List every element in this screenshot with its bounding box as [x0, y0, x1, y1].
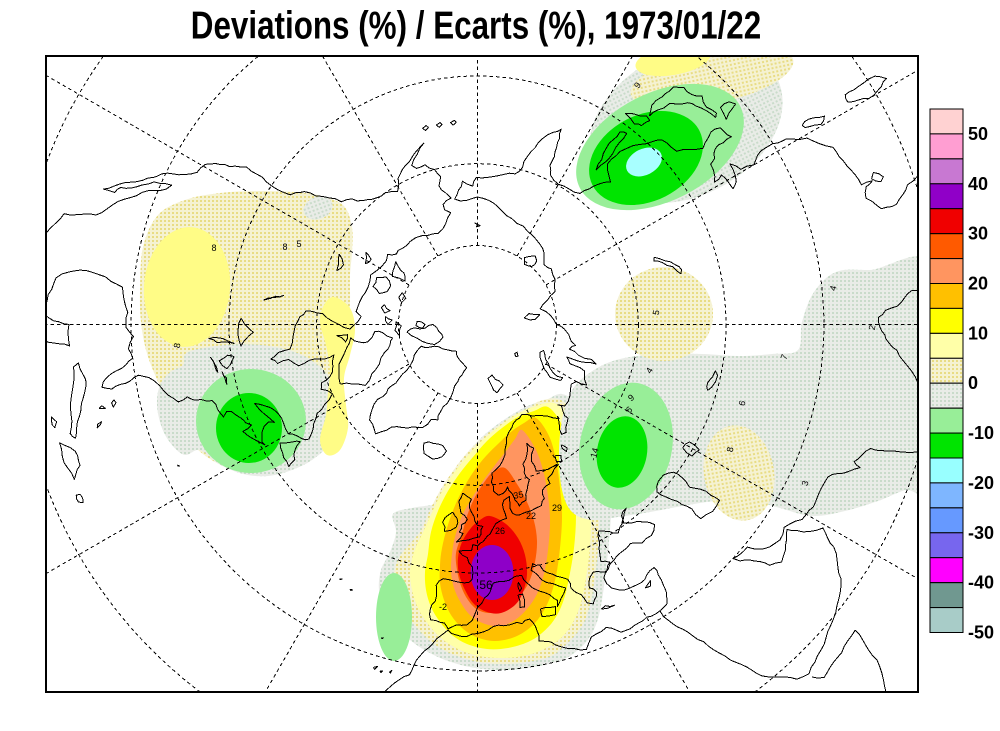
svg-text:-30: -30: [968, 523, 994, 543]
svg-text:56: 56: [479, 578, 493, 592]
svg-text:Deviations (%) / Ecarts (%), 1: Deviations (%) / Ecarts (%), 1973/01/22: [191, 3, 761, 47]
svg-text:40: 40: [968, 174, 988, 194]
svg-text:5: 5: [651, 309, 662, 316]
svg-text:-10: -10: [968, 423, 994, 443]
svg-text:2: 2: [867, 324, 878, 331]
svg-text:50: 50: [968, 124, 988, 144]
svg-text:9: 9: [632, 80, 643, 90]
svg-text:0: 0: [968, 373, 978, 393]
svg-text:20: 20: [968, 274, 988, 294]
svg-text:7: 7: [779, 353, 790, 361]
svg-text:6: 6: [624, 404, 634, 415]
svg-text:29: 29: [552, 503, 562, 513]
svg-text:10: 10: [968, 323, 988, 343]
svg-text:9: 9: [626, 392, 636, 403]
svg-text:-50: -50: [968, 623, 994, 643]
svg-text:-20: -20: [968, 473, 994, 493]
svg-text:5: 5: [296, 239, 301, 249]
svg-text:30: 30: [968, 224, 988, 244]
svg-text:22: 22: [526, 511, 536, 521]
svg-text:8: 8: [172, 342, 183, 349]
svg-text:4: 4: [644, 366, 655, 375]
svg-text:35: 35: [513, 489, 525, 501]
svg-text:26: 26: [495, 526, 505, 536]
svg-text:8: 8: [282, 242, 287, 252]
svg-text:-40: -40: [968, 573, 994, 593]
svg-text:4: 4: [828, 285, 839, 292]
svg-text:6: 6: [737, 400, 748, 407]
svg-text:-2: -2: [439, 602, 447, 612]
svg-text:8: 8: [725, 446, 736, 453]
svg-text:3: 3: [800, 480, 811, 487]
svg-text:-14: -14: [588, 447, 601, 462]
svg-text:8: 8: [211, 243, 216, 253]
